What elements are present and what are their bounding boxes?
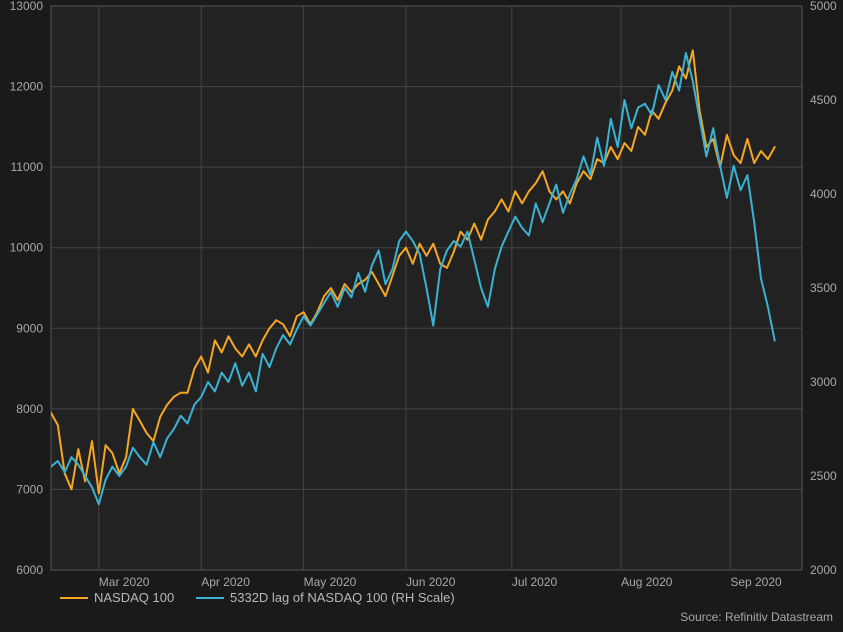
y-right-tick-label: 4000 bbox=[810, 187, 837, 201]
chart-root: 6000 7000 8000 9000 10000 11000 12000 13000 2000… bbox=[0, 0, 843, 632]
x-tick-label: Mar 2020 bbox=[99, 575, 150, 589]
y-left-tick-label: 13000 bbox=[10, 0, 44, 13]
x-tick-label: May 2020 bbox=[304, 575, 357, 589]
x-tick-label: Jul 2020 bbox=[512, 575, 558, 589]
y-right-tick-label: 5000 bbox=[810, 0, 837, 13]
legend-swatch bbox=[60, 597, 88, 599]
legend-label: NASDAQ 100 bbox=[94, 590, 174, 605]
legend-item-nasdaq100: NASDAQ 100 bbox=[60, 590, 174, 605]
y-left-tick-label: 6000 bbox=[16, 563, 43, 577]
x-tick-label: Apr 2020 bbox=[201, 575, 250, 589]
y-left-tick-label: 7000 bbox=[16, 482, 43, 496]
y-left-tick-label: 8000 bbox=[16, 402, 43, 416]
y-right-tick-label: 2000 bbox=[810, 563, 837, 577]
legend-label: 5332D lag of NASDAQ 100 (RH Scale) bbox=[230, 590, 455, 605]
y-right-tick-label: 2500 bbox=[810, 469, 837, 483]
x-tick-label: Aug 2020 bbox=[621, 575, 673, 589]
legend-item-lag5332: 5332D lag of NASDAQ 100 (RH Scale) bbox=[196, 590, 455, 605]
x-tick-label: Jun 2020 bbox=[406, 575, 456, 589]
y-left-tick-label: 12000 bbox=[10, 80, 44, 94]
y-left-tick-label: 10000 bbox=[10, 241, 44, 255]
source-attribution: Source: Refinitiv Datastream bbox=[680, 610, 833, 624]
chart-svg: 6000 7000 8000 9000 10000 11000 12000 13000 2000… bbox=[0, 0, 843, 632]
legend-swatch bbox=[196, 597, 224, 599]
y-right-tick-label: 3000 bbox=[810, 375, 837, 389]
x-tick-label: Sep 2020 bbox=[730, 575, 782, 589]
y-left-tick-label: 9000 bbox=[16, 321, 43, 335]
y-right-tick-label: 4500 bbox=[810, 93, 837, 107]
y-right-tick-label: 3500 bbox=[810, 281, 837, 295]
y-left-tick-label: 11000 bbox=[11, 160, 44, 174]
